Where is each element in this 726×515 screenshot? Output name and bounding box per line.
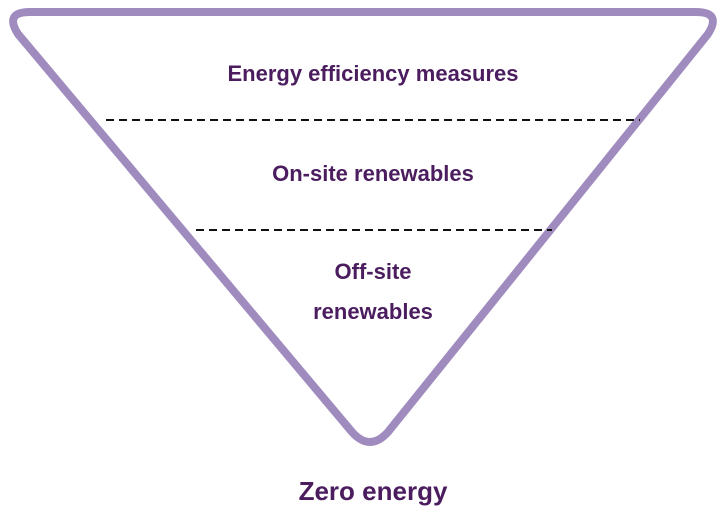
level-label: renewables <box>313 299 433 324</box>
level-label: Off-site <box>335 259 412 284</box>
inverted-triangle <box>9 8 717 446</box>
labels: Energy efficiency measures On-site renewa… <box>227 61 518 324</box>
level-label: Energy efficiency measures <box>227 61 518 86</box>
apex-label: Zero energy <box>299 476 448 506</box>
level-label: On-site renewables <box>272 161 474 186</box>
